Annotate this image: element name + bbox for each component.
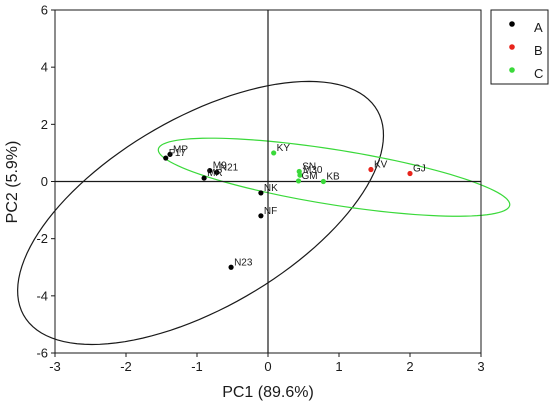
legend-box — [490, 9, 549, 85]
point-gm — [295, 178, 302, 184]
legend-label-a: A — [534, 20, 543, 35]
point-nf — [258, 213, 264, 219]
zero-lines — [55, 10, 481, 353]
point-label-mr: MR — [207, 168, 223, 179]
point-label-kv: KV — [374, 159, 388, 170]
point-n21 — [214, 169, 220, 175]
x-tick-label: 3 — [477, 359, 484, 374]
point-gj — [407, 170, 413, 177]
x-axis-title: PC1 (89.6%) — [222, 384, 314, 401]
point-label-f17: F17 — [169, 148, 187, 159]
legend-marker-b — [509, 44, 515, 50]
point-label-n23: N23 — [234, 257, 253, 268]
y-tick-label: -2 — [36, 231, 48, 246]
y-tick-label: 6 — [41, 3, 48, 18]
point-kb — [320, 178, 326, 185]
x-tick-label: 0 — [264, 359, 271, 374]
point-n23 — [228, 264, 234, 270]
point-f17 — [163, 155, 169, 161]
y-tick-label: 4 — [41, 60, 48, 75]
point-label-sn: SN — [302, 161, 316, 172]
y-tick-label: -6 — [36, 346, 48, 361]
y-axis-title: PC2 (5.9%) — [4, 141, 21, 224]
legend: ABC — [490, 9, 549, 85]
axis-ticks: -3 -2 -1 0 1 2 3 -6 -4 -2 0 2 4 6 — [36, 3, 484, 375]
point-label-nf: NF — [264, 206, 277, 217]
point-label-nk: NK — [264, 183, 278, 194]
confidence-ellipses — [17, 80, 511, 346]
point-mp — [167, 151, 173, 157]
x-tick-label: 2 — [406, 359, 413, 374]
x-tick-label: -3 — [49, 359, 61, 374]
point-label-kb: KB — [326, 172, 340, 183]
legend-marker-c — [509, 67, 515, 73]
y-tick-label: -4 — [36, 288, 48, 303]
ellipse-series-c — [157, 137, 511, 217]
point-m30 — [297, 172, 303, 178]
point-label-n21: N21 — [220, 162, 239, 173]
point-label-mp: MP — [173, 144, 188, 155]
legend-label-b: B — [534, 43, 543, 58]
y-tick-label: 0 — [41, 174, 48, 189]
point-label-gm: GM — [302, 171, 318, 182]
x-tick-label: -2 — [120, 359, 132, 374]
point-nk — [258, 190, 264, 196]
y-tick-label: 2 — [41, 117, 48, 132]
point-label-ky: KY — [277, 143, 291, 154]
point-label-m9: M9 — [213, 161, 227, 172]
point-kv — [368, 166, 374, 173]
point-m9 — [207, 168, 213, 174]
x-tick-label: 1 — [335, 359, 342, 374]
x-tick-label: -1 — [191, 359, 203, 374]
point-label-gj: GJ — [413, 163, 426, 174]
legend-label-c: C — [534, 66, 543, 81]
legend-marker-a — [509, 21, 515, 27]
point-label-m30: M30 — [303, 165, 323, 176]
point-mr — [201, 175, 207, 181]
ellipse-series-a — [17, 80, 385, 346]
point-ky — [271, 150, 277, 156]
